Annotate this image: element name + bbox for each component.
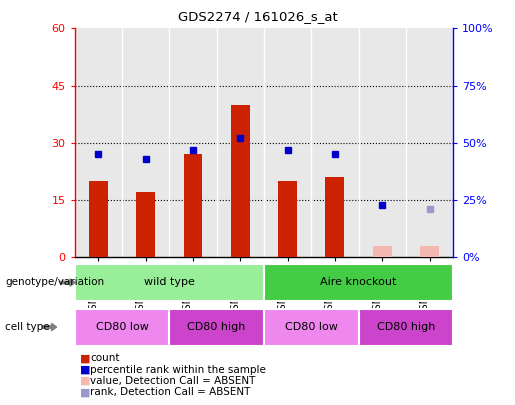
Text: CD80 low: CD80 low [96,322,148,332]
Text: wild type: wild type [144,277,195,288]
Bar [75,309,169,345]
Text: CD80 high: CD80 high [187,322,246,332]
Bar [358,309,453,345]
Text: percentile rank within the sample: percentile rank within the sample [90,365,266,375]
Bar [231,104,250,257]
Text: CD80 high: CD80 high [376,322,435,332]
Bar [136,192,155,257]
Bar [264,309,358,345]
Text: CD80 low: CD80 low [285,322,338,332]
Bar [183,154,202,257]
Bar [325,177,345,257]
Bar [169,309,264,345]
Text: value, Detection Call = ABSENT: value, Detection Call = ABSENT [90,376,255,386]
Text: ■: ■ [80,354,90,363]
Bar [420,246,439,257]
Text: GDS2274 / 161026_s_at: GDS2274 / 161026_s_at [178,10,337,23]
Text: cell type: cell type [5,322,50,332]
Text: Aire knockout: Aire knockout [320,277,397,288]
Text: rank, Detection Call = ABSENT: rank, Detection Call = ABSENT [90,388,250,397]
Bar [373,246,392,257]
Text: ■: ■ [80,365,90,375]
Text: genotype/variation: genotype/variation [5,277,104,288]
Bar [89,181,108,257]
Text: ■: ■ [80,388,90,397]
Text: ■: ■ [80,376,90,386]
Text: count: count [90,354,119,363]
Bar [278,181,297,257]
Bar [264,264,453,301]
Bar [75,264,264,301]
